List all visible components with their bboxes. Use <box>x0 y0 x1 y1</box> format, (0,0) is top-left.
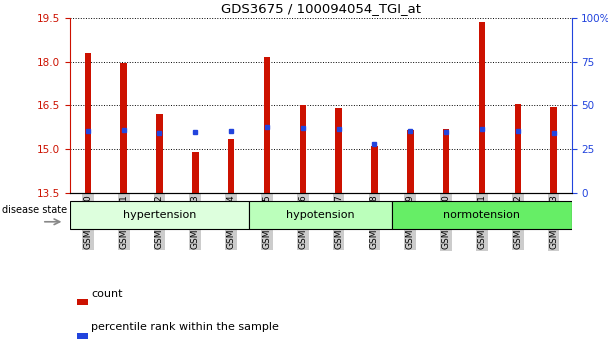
Bar <box>228 139 234 193</box>
FancyBboxPatch shape <box>70 201 249 229</box>
Text: count: count <box>91 289 123 299</box>
Bar <box>371 146 378 193</box>
Bar <box>85 53 91 193</box>
Bar <box>514 104 521 193</box>
Bar <box>300 105 306 193</box>
Text: percentile rank within the sample: percentile rank within the sample <box>91 322 279 332</box>
Text: hypertension: hypertension <box>123 210 196 220</box>
Bar <box>336 108 342 193</box>
Bar <box>478 22 485 193</box>
Title: GDS3675 / 100094054_TGI_at: GDS3675 / 100094054_TGI_at <box>221 2 421 15</box>
Bar <box>120 63 127 193</box>
FancyBboxPatch shape <box>249 201 392 229</box>
Bar <box>77 299 89 305</box>
Bar <box>192 152 199 193</box>
Bar <box>550 107 557 193</box>
Bar <box>77 332 89 339</box>
Bar <box>443 129 449 193</box>
FancyBboxPatch shape <box>392 201 572 229</box>
Text: normotension: normotension <box>443 210 520 220</box>
Bar <box>407 130 413 193</box>
Text: hypotension: hypotension <box>286 210 355 220</box>
Bar <box>264 57 270 193</box>
Bar <box>156 114 163 193</box>
Text: disease state: disease state <box>2 205 67 215</box>
